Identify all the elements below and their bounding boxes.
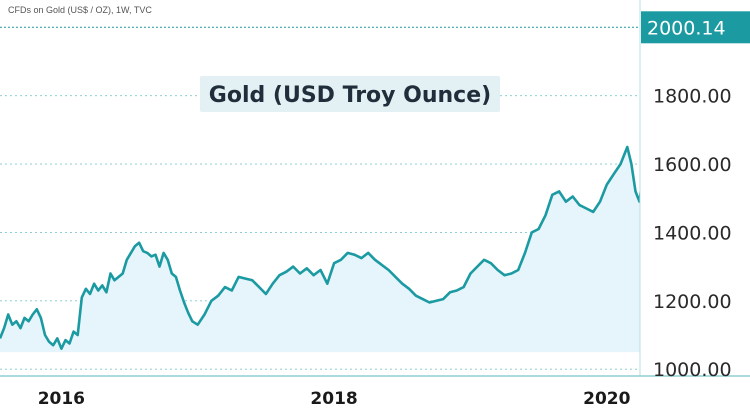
last-price-label: 2000.14: [647, 17, 726, 39]
source-label: CFDs on Gold (US$ / OZ), 1W, TVC: [8, 5, 152, 15]
y-tick-label-1600.00: 1600.00: [653, 154, 732, 176]
x-tick-label-2020: 2020: [583, 389, 630, 409]
y-tick-label-1000.00: 1000.00: [653, 359, 732, 381]
y-tick-label-1800.00: 1800.00: [653, 86, 732, 108]
price-area-fill: [0, 27, 701, 353]
y-axis-ticks[interactable]: 1000.00 1200.00 1400.00 1600.00 1800.00: [653, 86, 732, 381]
x-tick-label-2016: 2016: [38, 389, 85, 409]
x-tick-label-2018: 2018: [310, 389, 357, 409]
y-tick-label-1400.00: 1400.00: [653, 222, 732, 244]
price-line: [0, 26, 701, 350]
last-price-badge: [641, 11, 750, 44]
y-tick-label-1200.00: 1200.00: [653, 291, 732, 313]
x-axis-ticks[interactable]: 2016 2018 2020: [38, 389, 631, 409]
price-scale-panel: [640, 0, 750, 419]
chart-title: Gold (USD Troy Ounce): [209, 83, 491, 108]
title-background: [200, 76, 500, 112]
